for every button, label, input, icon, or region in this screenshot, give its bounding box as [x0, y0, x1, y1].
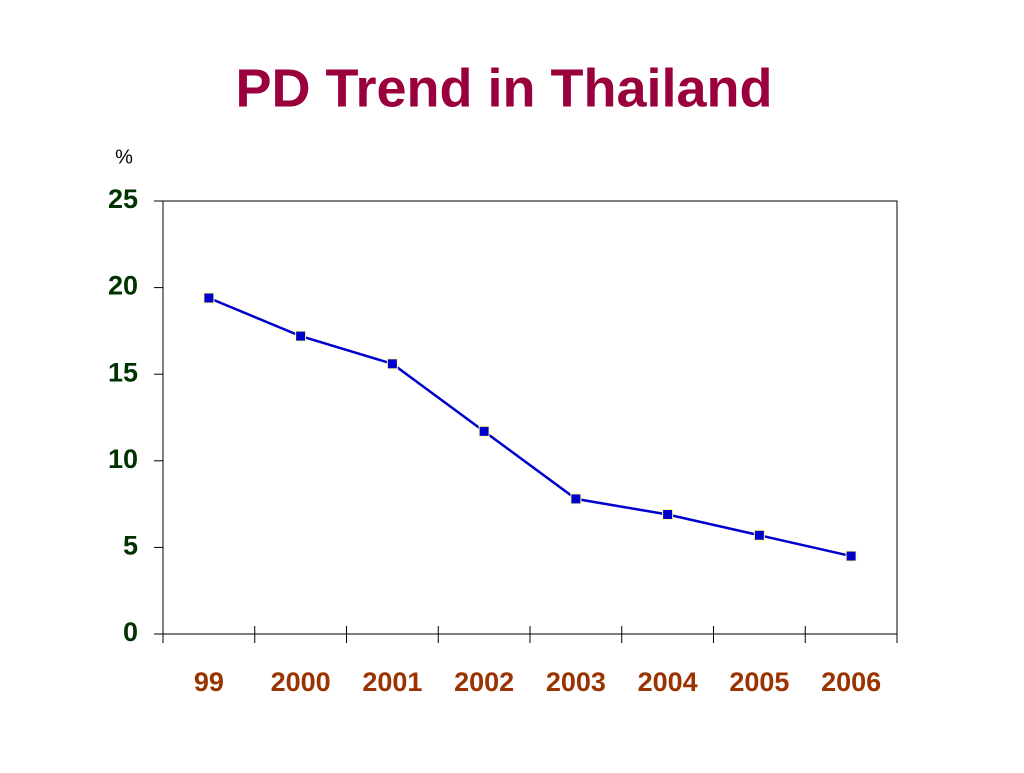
marker — [662, 508, 674, 520]
marker — [386, 358, 398, 370]
y-tick-label: 0 — [123, 617, 138, 647]
marker — [845, 550, 857, 562]
chart-title: PD Trend in Thailand — [235, 58, 772, 118]
x-tick-label: 2004 — [638, 667, 698, 697]
marker — [478, 425, 490, 437]
x-tick-label: 99 — [194, 667, 224, 697]
marker — [203, 292, 215, 304]
x-tick-label: 2003 — [546, 667, 606, 697]
x-tick-label: 2006 — [821, 667, 881, 697]
y-tick-label: 10 — [108, 444, 138, 474]
y-tick-label: 5 — [123, 531, 138, 561]
plot-frame — [162, 200, 898, 635]
y-axis-label: % — [115, 146, 133, 168]
line — [208, 296, 852, 558]
y-tick-label: 20 — [108, 271, 138, 301]
marker — [753, 529, 765, 541]
x-tick-label: 2001 — [362, 667, 422, 697]
marker — [570, 493, 582, 505]
x-tick-label: 2002 — [454, 667, 514, 697]
x-tick-label: 2000 — [271, 667, 331, 697]
marker — [295, 330, 307, 342]
y-tick-label: 25 — [108, 184, 138, 214]
y-tick-label: 15 — [108, 357, 138, 387]
x-tick-label: 2005 — [729, 667, 789, 697]
